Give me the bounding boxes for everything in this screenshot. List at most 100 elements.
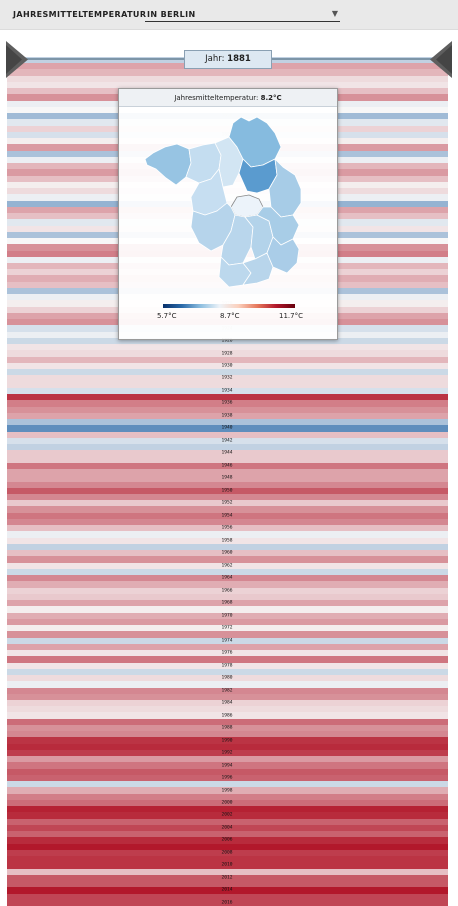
temperature-stripe[interactable]	[7, 799, 448, 807]
map-region-teltow-flaeming[interactable]	[220, 214, 254, 266]
temperature-stripe[interactable]	[7, 768, 448, 776]
temperature-stripe[interactable]	[7, 650, 448, 657]
temperature-stripe[interactable]	[7, 824, 448, 832]
temperature-stripe[interactable]	[7, 69, 448, 77]
temperature-stripe[interactable]	[7, 531, 448, 539]
temperature-stripe[interactable]	[7, 381, 448, 389]
temperature-stripe[interactable]	[7, 699, 448, 707]
temperature-stripe[interactable]	[7, 525, 448, 533]
temperature-stripe[interactable]	[7, 406, 448, 414]
temperature-stripe[interactable]	[7, 419, 448, 426]
temperature-stripe[interactable]	[7, 756, 448, 763]
temperature-stripe[interactable]	[7, 475, 448, 483]
temperature-stripe[interactable]	[7, 718, 448, 726]
temperature-stripe[interactable]	[7, 706, 448, 714]
temperature-stripe[interactable]	[7, 712, 448, 720]
temperature-stripe[interactable]	[7, 506, 448, 514]
temperature-stripe[interactable]	[7, 568, 448, 576]
temperature-stripe[interactable]	[7, 681, 448, 689]
temperature-stripe[interactable]	[7, 512, 448, 520]
temperature-stripe[interactable]	[7, 412, 448, 420]
temperature-stripe[interactable]	[7, 81, 448, 89]
temperature-stripe[interactable]	[7, 899, 448, 906]
temperature-stripe[interactable]	[7, 487, 448, 495]
map-region-oder-spree[interactable]	[256, 206, 300, 246]
next-year-arrow-icon[interactable]	[430, 41, 452, 78]
temperature-stripe[interactable]	[7, 862, 448, 870]
temperature-stripe[interactable]	[7, 593, 448, 601]
temperature-stripe[interactable]	[7, 400, 448, 408]
temperature-stripe[interactable]	[7, 856, 448, 863]
temperature-stripe[interactable]	[7, 887, 448, 895]
temperature-stripe[interactable]	[7, 781, 448, 788]
temperature-stripe[interactable]	[7, 762, 448, 770]
temperature-stripe[interactable]	[7, 656, 448, 664]
temperature-stripe[interactable]	[7, 849, 448, 857]
temperature-stripe[interactable]	[7, 625, 448, 632]
temperature-stripe[interactable]	[7, 387, 448, 395]
temperature-stripe[interactable]	[7, 868, 448, 876]
temperature-stripe[interactable]	[7, 75, 448, 83]
temperature-stripe[interactable]	[7, 612, 448, 620]
temperature-stripe[interactable]	[7, 437, 448, 445]
temperature-stripe[interactable]	[7, 337, 448, 345]
temperature-stripe[interactable]	[7, 831, 448, 838]
temperature-stripe[interactable]	[7, 562, 448, 570]
temperature-stripe[interactable]	[7, 643, 448, 651]
temperature-stripe[interactable]	[7, 518, 448, 526]
temperature-stripe[interactable]	[7, 356, 448, 364]
temperature-stripe[interactable]	[7, 749, 448, 757]
temperature-stripe[interactable]	[7, 444, 448, 451]
temperature-stripe[interactable]	[7, 743, 448, 751]
temperature-stripe[interactable]	[7, 637, 448, 645]
temperature-stripe[interactable]	[7, 668, 448, 676]
temperature-stripe[interactable]	[7, 606, 448, 614]
temperature-stripe[interactable]	[7, 881, 448, 888]
temperature-stripe[interactable]	[7, 493, 448, 501]
temperature-stripe[interactable]	[7, 462, 448, 470]
temperature-stripe[interactable]	[7, 662, 448, 670]
temperature-stripe[interactable]	[7, 731, 448, 739]
temperature-stripe[interactable]	[7, 481, 448, 489]
temperature-stripe[interactable]	[7, 500, 448, 508]
temperature-stripe[interactable]	[7, 362, 448, 370]
temperature-stripe[interactable]	[7, 600, 448, 607]
temperature-stripe[interactable]	[7, 469, 448, 476]
temperature-stripe[interactable]	[7, 543, 448, 551]
temperature-stripe[interactable]	[7, 687, 448, 695]
temperature-stripe[interactable]	[7, 425, 448, 433]
temperature-stripe[interactable]	[7, 556, 448, 564]
map-region-oberspreewald-lausitz[interactable]	[242, 252, 274, 286]
temperature-stripe[interactable]	[7, 456, 448, 464]
temperature-stripe[interactable]	[7, 375, 448, 383]
temperature-stripe[interactable]	[7, 631, 448, 639]
temperature-stripe[interactable]	[7, 724, 448, 732]
temperature-stripe[interactable]	[7, 369, 448, 376]
temperature-stripe[interactable]	[7, 787, 448, 795]
temperature-stripe[interactable]	[7, 693, 448, 701]
temperature-stripe[interactable]	[7, 774, 448, 782]
temperature-stripe[interactable]	[7, 394, 448, 401]
temperature-stripe[interactable]	[7, 793, 448, 801]
temperature-stripe[interactable]	[7, 537, 448, 545]
map-region-prignitz[interactable]	[144, 143, 192, 186]
temperature-stripe[interactable]	[7, 737, 448, 745]
temperature-stripe[interactable]	[7, 618, 448, 626]
temperature-stripe[interactable]	[7, 874, 448, 882]
temperature-stripe[interactable]	[7, 818, 448, 826]
region-select[interactable]: IN BERLIN ▼	[145, 7, 340, 22]
temperature-stripe[interactable]	[7, 893, 448, 901]
temperature-stripe[interactable]	[7, 837, 448, 845]
temperature-stripe[interactable]	[7, 350, 448, 358]
temperature-stripe[interactable]	[7, 675, 448, 682]
temperature-stripe[interactable]	[7, 806, 448, 813]
temperature-stripe[interactable]	[7, 843, 448, 851]
temperature-stripe[interactable]	[7, 344, 448, 351]
temperature-stripe[interactable]	[7, 550, 448, 557]
temperature-stripe[interactable]	[7, 812, 448, 820]
temperature-stripe[interactable]	[7, 431, 448, 439]
map-region-spree-neisse[interactable]	[266, 236, 300, 274]
previous-year-arrow-icon[interactable]	[6, 41, 28, 78]
temperature-stripe[interactable]	[7, 450, 448, 458]
temperature-stripe[interactable]	[7, 587, 448, 595]
